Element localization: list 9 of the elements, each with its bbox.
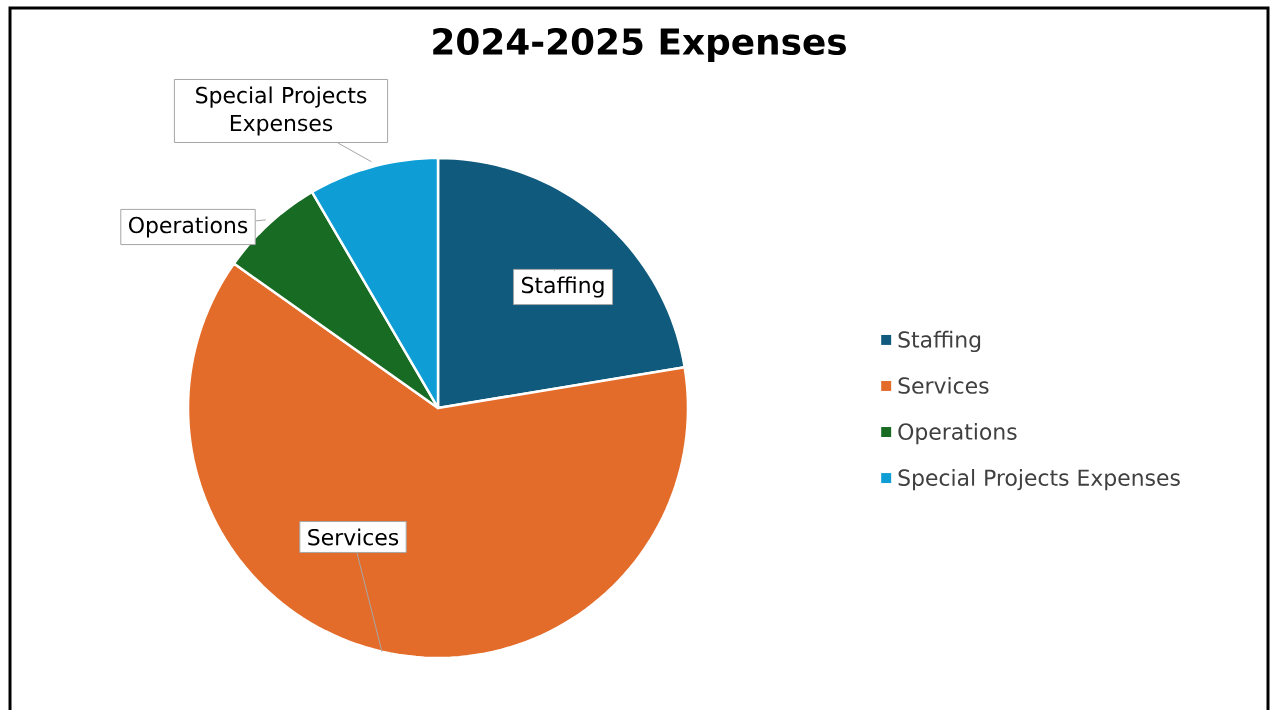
slice-label: Services xyxy=(308,528,399,546)
legend-label: Special Projects Expenses xyxy=(898,468,1180,490)
legend-label: Operations xyxy=(898,422,1017,444)
slice-label: Staffing xyxy=(521,276,604,298)
slice-label: Operations xyxy=(129,216,248,238)
legend-label: Staffing xyxy=(898,330,981,352)
slice-label: Special Projects Expenses xyxy=(196,86,367,136)
legend-label: Services xyxy=(898,376,989,394)
chart-title: 2024-2025 Expenses xyxy=(433,27,846,62)
